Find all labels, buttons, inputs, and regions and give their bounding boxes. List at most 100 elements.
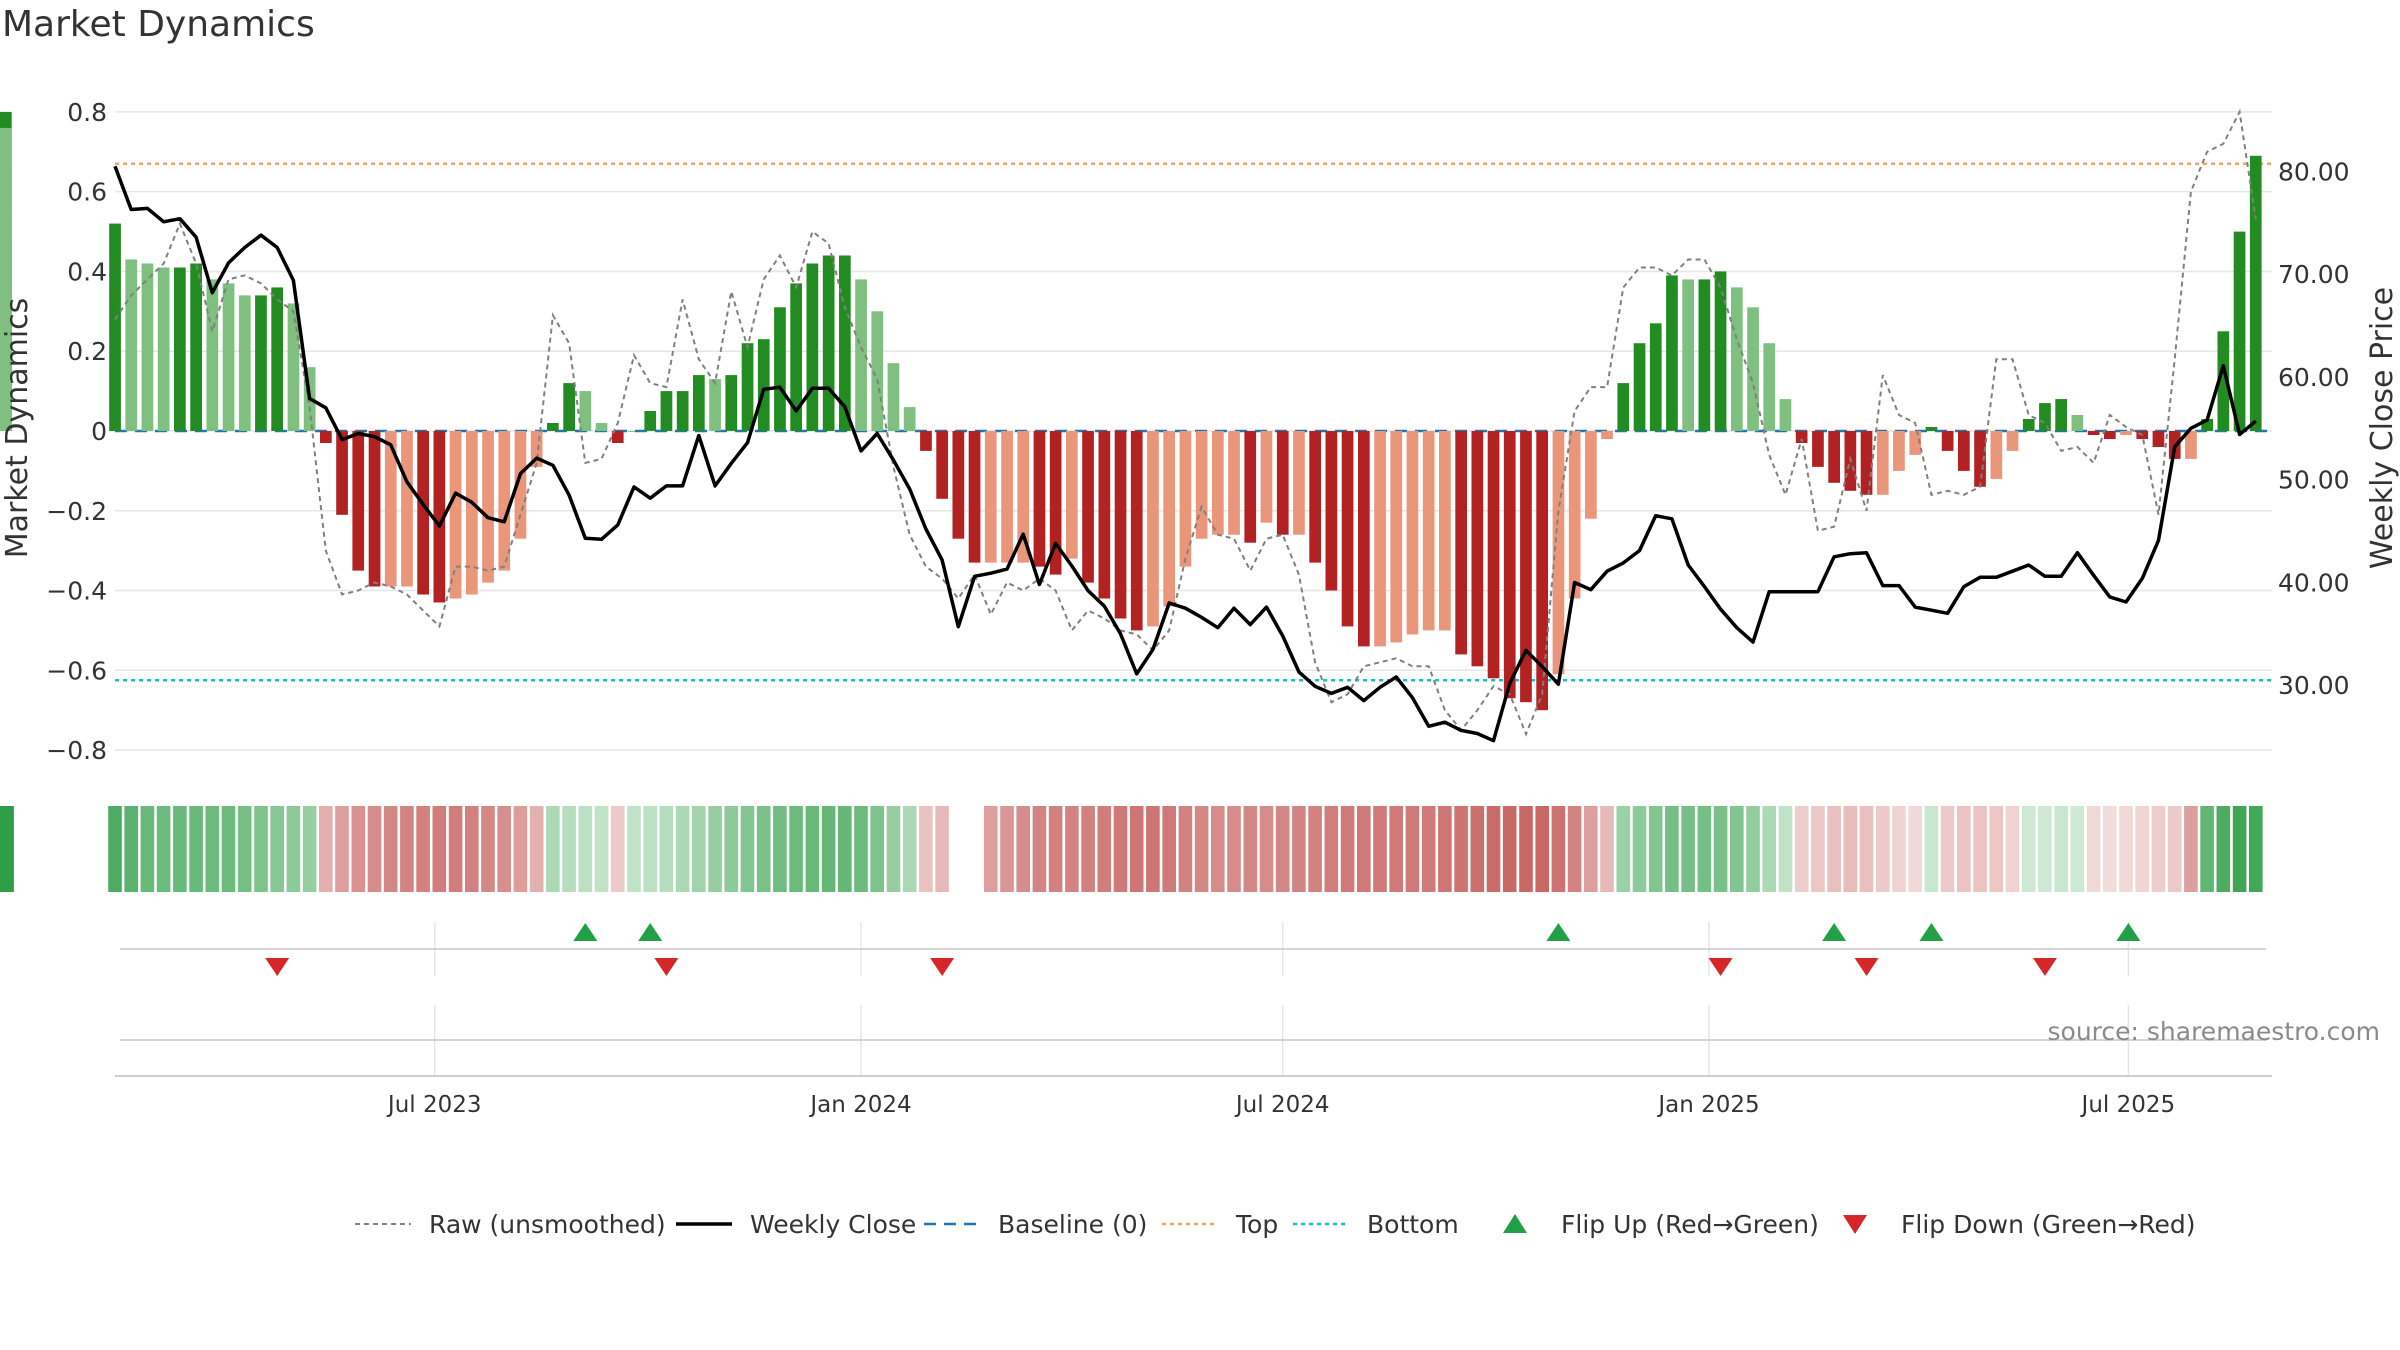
heat-cell <box>108 806 122 892</box>
flip-down-marker <box>2032 958 2057 976</box>
bar <box>676 391 689 431</box>
bar <box>1228 431 1240 535</box>
legend-item: Raw (unsmoothed) <box>355 1210 666 1239</box>
heat-cell <box>1016 806 1030 892</box>
bar <box>757 339 770 431</box>
bar <box>0 311 12 431</box>
flip-up-marker <box>573 923 598 941</box>
heat-cell <box>1211 806 1225 892</box>
heat-cell <box>481 806 495 892</box>
heat-cell <box>254 806 268 892</box>
heat-cell <box>1389 806 1403 892</box>
bar <box>449 431 462 599</box>
bar <box>693 375 705 431</box>
legend-item: Top <box>1162 1210 1278 1239</box>
heat-cell <box>1908 806 1922 892</box>
heat-cell <box>221 806 236 892</box>
heat-cell <box>756 806 771 892</box>
legend-item: Weekly Close <box>676 1210 916 1239</box>
heat-cell <box>1227 806 1241 892</box>
bar <box>368 431 381 587</box>
bar <box>1617 383 1630 431</box>
bar <box>1422 431 1435 631</box>
heat-cell <box>2184 806 2198 892</box>
heat-cell <box>724 806 739 892</box>
heat-cell <box>1567 806 1582 892</box>
legend-label: Flip Down (Green→Red) <box>1901 1210 2196 1239</box>
bar <box>1114 431 1127 619</box>
bar <box>1601 431 1613 439</box>
heat-cell <box>1924 806 1939 892</box>
bar <box>1309 431 1321 563</box>
bar <box>741 343 754 431</box>
y2-axis-label: Weekly Close Price <box>2365 287 2400 569</box>
heat-cell <box>1194 806 1209 892</box>
heat-cell <box>838 806 852 892</box>
heat-cell <box>2119 806 2133 892</box>
heat-cell <box>529 806 544 892</box>
bar <box>1876 431 1889 495</box>
heat-cell <box>1308 806 1322 892</box>
bar <box>1698 279 1711 431</box>
y2-tick-label: 30.00 <box>2278 671 2350 700</box>
heat-cell <box>2216 806 2231 892</box>
heat-cell <box>1794 806 1809 892</box>
heat-cell <box>237 806 252 892</box>
heat-cell <box>351 806 366 892</box>
heat-cell <box>1486 806 1501 892</box>
raw-line <box>114 108 2257 737</box>
bar <box>125 259 138 431</box>
heat-cell <box>1146 806 1160 892</box>
bar <box>1552 431 1565 675</box>
heat-cell <box>497 806 511 892</box>
bar <box>1390 431 1403 643</box>
y-tick-label: 0 <box>91 417 107 446</box>
heat-cell <box>2135 806 2149 892</box>
heat-cell <box>270 806 284 892</box>
bar <box>2006 431 2019 451</box>
heat-cell <box>773 806 787 892</box>
heat-cell <box>1259 806 1274 892</box>
bar <box>1731 287 1743 431</box>
bar <box>1179 431 1192 567</box>
bar <box>547 423 559 431</box>
bar <box>2022 419 2035 431</box>
heat-cell <box>383 806 398 892</box>
x-tick-label: Jul 2023 <box>386 1092 482 1118</box>
dynamics-bars <box>0 111 2262 711</box>
bar <box>1001 431 1013 563</box>
flip-down-marker <box>1708 958 1733 976</box>
y-tick-label: 0.8 <box>67 98 107 127</box>
heat-cell <box>1778 806 1793 892</box>
x-axis: Jul 2023 Jan 2024 Jul 2024 Jan 2025 Jul 2025 <box>115 1039 2272 1118</box>
heat-cell <box>805 806 820 892</box>
heat-cell <box>2038 806 2052 892</box>
raw-series <box>114 108 2257 737</box>
heat-cell <box>1843 806 1858 892</box>
bar <box>1147 431 1159 627</box>
source-note: source: sharemaestro.com <box>2048 1017 2381 1046</box>
heat-cell <box>2151 806 2166 892</box>
heat-cell <box>675 806 690 892</box>
heat-cell <box>1405 806 1420 892</box>
bar <box>2039 403 2051 431</box>
y-tick-label: −0.6 <box>46 656 107 685</box>
bar <box>887 363 900 431</box>
bar <box>109 223 121 431</box>
y-tick-label: 0.4 <box>67 257 107 286</box>
chart-title: Market Dynamics <box>2 4 315 45</box>
x-tick-label: Jan 2025 <box>1656 1092 1759 1118</box>
bar <box>1893 431 1905 471</box>
y2-tick-label: 70.00 <box>2278 260 2350 289</box>
bar <box>1520 431 1532 703</box>
y2-tick-label: 40.00 <box>2278 568 2350 597</box>
heat-cell <box>416 806 430 892</box>
heat-strip <box>0 806 2263 892</box>
heat-cell <box>2021 806 2036 892</box>
bar <box>498 431 511 571</box>
bar <box>595 423 608 431</box>
legend-label: Weekly Close <box>750 1210 916 1239</box>
bar <box>790 283 802 431</box>
heat-cell <box>1097 806 1112 892</box>
heat-cell <box>659 806 674 892</box>
